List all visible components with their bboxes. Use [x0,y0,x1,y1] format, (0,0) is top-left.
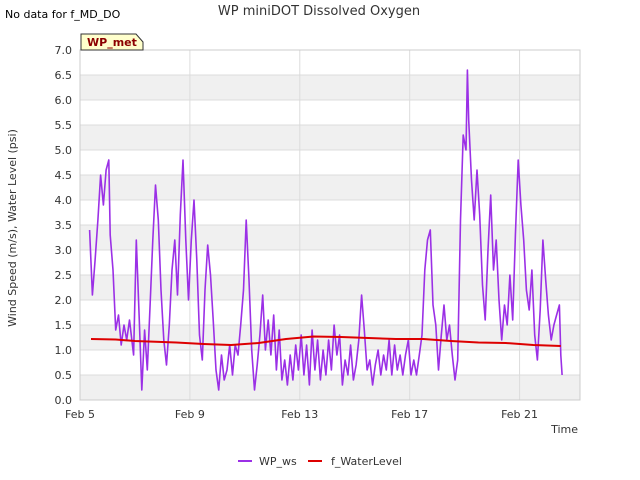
band [80,175,580,200]
y-tick-label: 1.5 [55,319,73,332]
y-tick-label: 5.0 [55,144,73,157]
series-line-waterlevel [90,335,561,347]
y-axis-label: Wind Speed (m/s), Water Level (psi) [6,129,19,327]
no-data-note: No data for f_MD_DO [5,8,121,21]
plot-frame [79,49,581,401]
band [80,125,580,150]
x-axis-label: Time [550,423,578,436]
y-tick-label: 2.0 [55,294,73,307]
background-bands [80,75,580,400]
legend: WP_ws f_WaterLevel [238,455,402,468]
legend-label-waterlevel: f_WaterLevel [331,455,402,468]
site-tag: WP_met [80,33,144,51]
y-tick-label: 6.0 [55,94,73,107]
band [80,375,580,400]
x-tick-label: Feb 21 [501,408,538,421]
y-tick-label: 6.5 [55,69,73,82]
y-tick-label: 0.0 [55,394,73,407]
y-tick-label: 7.0 [55,44,73,57]
band [80,275,580,300]
y-tick-label: 2.5 [55,269,73,282]
x-tick-label: Feb 13 [281,408,318,421]
site-tag-box [80,33,144,51]
legend-item-waterlevel: f_WaterLevel [308,455,402,468]
y-tick-label: 3.0 [55,244,73,257]
band [80,225,580,250]
series-layer [88,69,563,391]
y-axis-ticks: 0.0 0.5 1.0 1.5 2.0 2.5 3.0 3.5 4.0 4.5 5.0 5.5 6.0 6… [55,44,73,407]
y-tick-label: 4.0 [55,194,73,207]
x-tick-label: Feb 17 [391,408,428,421]
x-tick-label: Feb 5 [65,408,95,421]
chart-title: WP miniDOT Dissolved Oxygen [218,4,420,19]
y-tick-label: 1.0 [55,344,73,357]
y-tick-label: 5.5 [55,119,73,132]
x-tick-label: Feb 9 [175,408,205,421]
x-axis-ticks: Feb 5 Feb 9 Feb 13 Feb 17 Feb 21 [65,408,538,421]
series-line-ws [88,69,563,391]
y-tick-label: 0.5 [55,369,73,382]
legend-item-ws: WP_ws [238,455,297,468]
y-tick-label: 4.5 [55,169,73,182]
legend-label-ws: WP_ws [259,455,297,468]
y-tick-label: 3.5 [55,219,73,232]
band [80,75,580,100]
site-tag-label: WP_met [87,36,137,49]
